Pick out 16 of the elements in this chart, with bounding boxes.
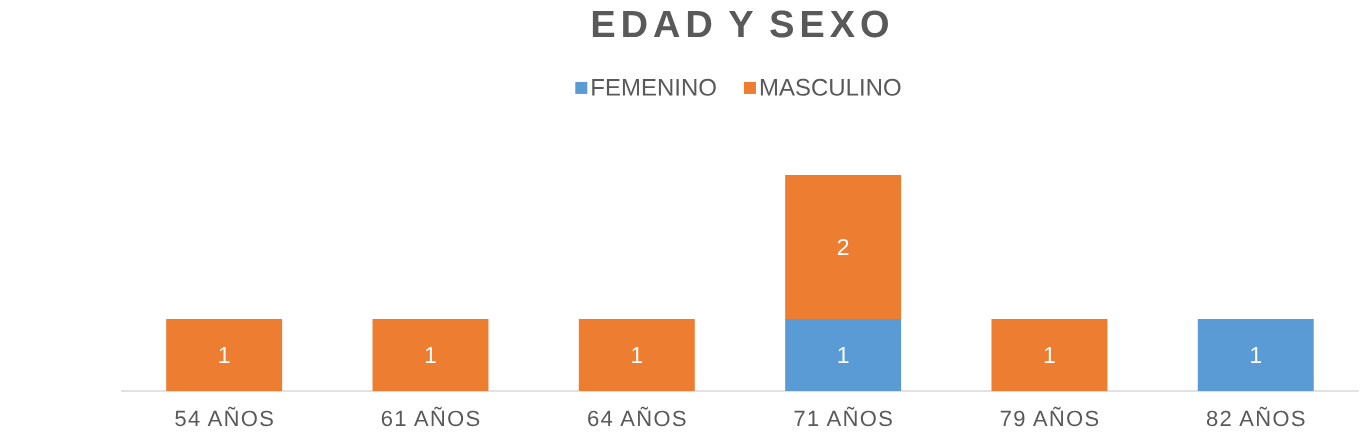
chart-title: EDAD Y SEXO (592, 10, 888, 38)
data-label: 1 (219, 347, 230, 363)
data-label: 1 (425, 347, 436, 363)
x-tick-label: 61 AÑOS (381, 406, 480, 427)
x-tick-label: 79 AÑOS (1000, 406, 1099, 427)
x-tick-label: 71 AÑOS (794, 406, 892, 427)
x-tick-label: 82 AÑOS (1206, 406, 1305, 427)
data-label: 1 (1251, 347, 1262, 363)
x-tick-label: 54 AÑOS (175, 406, 273, 427)
x-tick-label: 64 AÑOS (588, 406, 686, 427)
legend-label: FEMENINO (592, 78, 716, 96)
data-label: 1 (1044, 347, 1055, 363)
data-label: 1 (838, 347, 849, 363)
data-label: 2 (837, 238, 849, 256)
data-label: 1 (632, 347, 643, 363)
legend-label: MASCULINO (760, 78, 901, 96)
